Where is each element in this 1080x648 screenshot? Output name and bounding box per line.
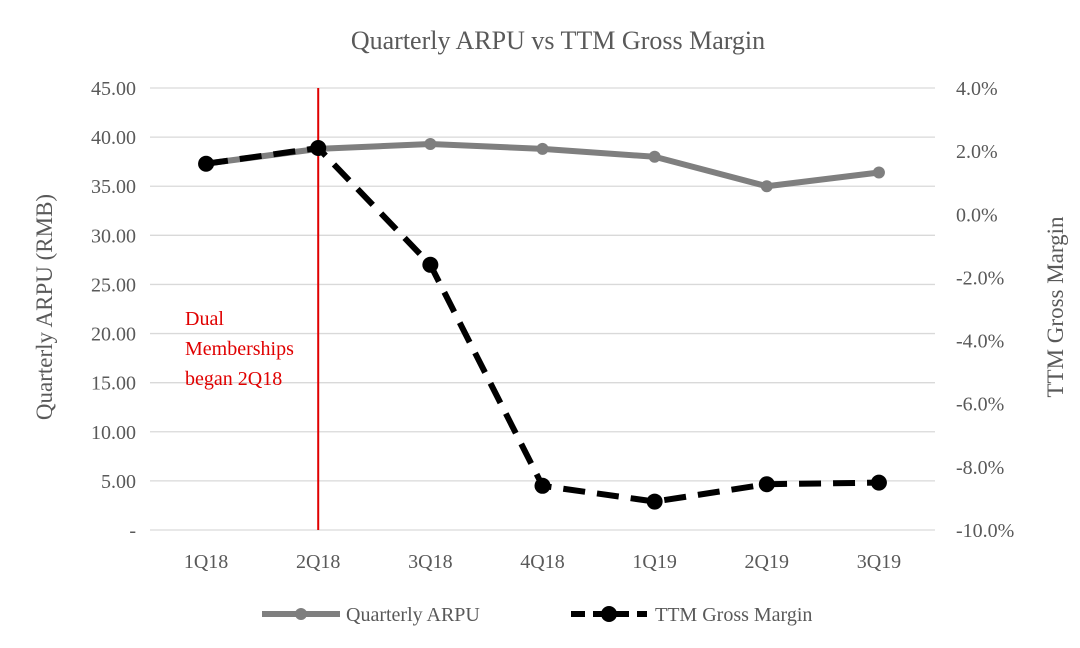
left-axis-ticks: - 5.00 10.00 15.00 20.00 25.00 30.00 35.00 40.00… [91, 78, 136, 542]
x-tick-label: 2Q19 [745, 551, 789, 573]
left-tick-label: - [129, 520, 136, 542]
x-tick-label: 3Q18 [408, 551, 452, 573]
gross-margin-point [310, 139, 327, 156]
x-axis-ticks: 1Q18 2Q18 3Q18 4Q18 1Q19 2Q19 3Q19 [184, 551, 901, 573]
left-axis-title: Quarterly ARPU (RMB) [32, 194, 57, 420]
arpu-point [424, 137, 437, 150]
right-tick-label: 0.0% [956, 204, 998, 226]
arpu-point [536, 142, 549, 155]
gross-margin-point [758, 476, 775, 493]
left-tick-label: 20.00 [91, 324, 136, 346]
gross-margin-point [870, 474, 887, 491]
gross-margin-point [198, 155, 215, 172]
x-tick-label: 1Q19 [632, 551, 676, 573]
x-tick-label: 4Q18 [520, 551, 564, 573]
annotation-text: began 2Q18 [185, 368, 282, 390]
chart-title: Quarterly ARPU vs TTM Gross Margin [351, 26, 765, 55]
legend-gross-margin-label: TTM Gross Margin [655, 604, 812, 626]
annotation: Dual Memberships began 2Q18 [185, 88, 320, 530]
right-tick-label: -4.0% [956, 331, 1004, 353]
left-tick-label: 35.00 [91, 176, 136, 198]
series-layer [198, 137, 887, 510]
arpu-point [872, 166, 885, 179]
right-tick-label: 2.0% [956, 141, 998, 163]
legend-arpu-label: Quarterly ARPU [346, 604, 480, 626]
right-tick-label: -8.0% [956, 457, 1004, 479]
gross-margin-line [205, 144, 879, 505]
x-tick-label: 3Q19 [857, 551, 901, 573]
x-tick-label: 2Q18 [296, 551, 340, 573]
left-tick-label: 25.00 [91, 274, 136, 296]
legend-arpu-marker [295, 608, 307, 620]
gross-margin-point [534, 477, 551, 494]
legend: Quarterly ARPU TTM Gross Margin [262, 604, 812, 626]
gross-margin-point [422, 256, 439, 273]
gross-margin-point [646, 493, 663, 510]
annotation-text: Memberships [185, 338, 294, 360]
annotation-text: Dual [185, 308, 224, 330]
right-tick-label: -2.0% [956, 267, 1004, 289]
left-tick-label: 40.00 [91, 127, 136, 149]
x-tick-label: 1Q18 [184, 551, 228, 573]
arpu-point [760, 180, 773, 193]
right-tick-label: 4.0% [956, 78, 998, 100]
right-tick-label: -6.0% [956, 394, 1004, 416]
arpu-point [648, 150, 661, 163]
legend-gross-margin-marker [601, 606, 617, 622]
right-tick-label: -10.0% [956, 520, 1014, 542]
left-tick-label: 30.00 [91, 225, 136, 247]
right-axis-title: TTM Gross Margin [1043, 216, 1068, 398]
right-axis-ticks: -10.0% -8.0% -6.0% -4.0% -2.0% 0.0% 2.0% 4.0% [956, 78, 1014, 542]
gridlines [150, 87, 935, 531]
left-tick-label: 15.00 [91, 373, 136, 395]
left-tick-label: 5.00 [101, 471, 136, 493]
left-tick-label: 45.00 [91, 78, 136, 100]
left-tick-label: 10.00 [91, 422, 136, 444]
